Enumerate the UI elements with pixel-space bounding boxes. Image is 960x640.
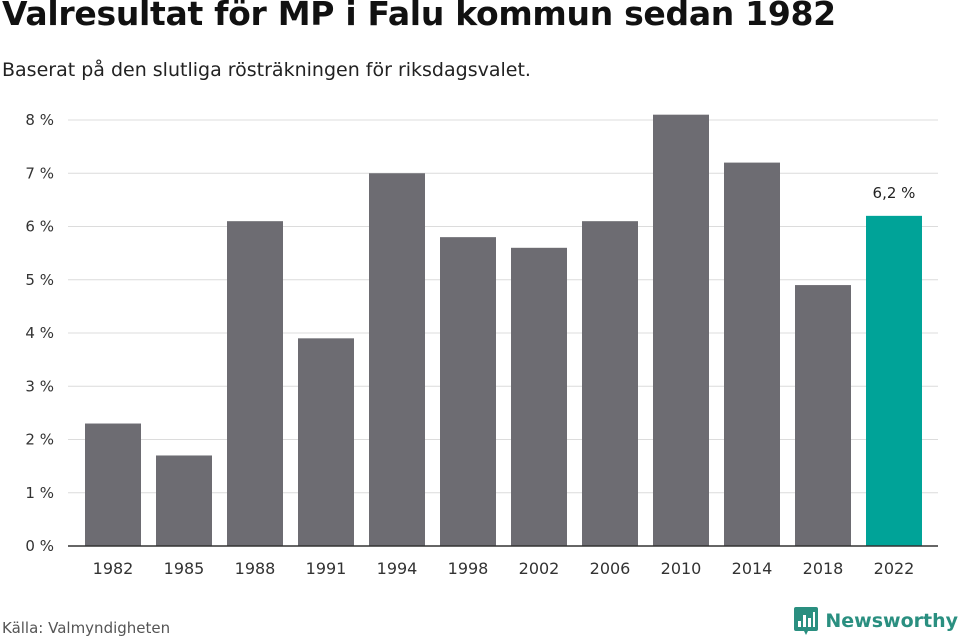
bar-1982 [85, 423, 141, 546]
x-tick-label: 1982 [93, 559, 134, 578]
bar-2022 [866, 215, 922, 546]
x-tick-label: 1991 [306, 559, 347, 578]
source-note: Källa: Valmyndigheten [2, 619, 171, 637]
bar-2018 [795, 285, 851, 546]
y-tick-label: 0 % [25, 537, 54, 555]
bars [85, 114, 922, 547]
brand[interactable]: Newsworthy [793, 606, 958, 636]
x-tick-label: 1985 [164, 559, 205, 578]
x-tick-label: 2006 [590, 559, 631, 578]
x-axis-ticks: 1982 1985 1988 1991 1994 1998 2002 2006 2010 2014… [93, 559, 915, 578]
y-tick-label: 4 % [25, 324, 54, 342]
chart-title: Valresultat för MP i Falu kommun sedan 1… [2, 0, 836, 33]
data-label: 6,2 % [873, 184, 916, 202]
x-tick-label: 1988 [235, 559, 276, 578]
y-tick-label: 5 % [25, 271, 54, 289]
y-tick-label: 2 % [25, 431, 54, 449]
bar-2006 [582, 221, 638, 547]
x-tick-label: 1994 [377, 559, 418, 578]
gridlines [68, 119, 938, 494]
y-tick-label: 1 % [25, 484, 54, 502]
bar-1991 [298, 338, 354, 546]
bar-1985 [156, 455, 212, 546]
bar-1994 [369, 173, 425, 546]
x-tick-label: 2022 [874, 559, 915, 578]
y-tick-label: 8 % [25, 111, 54, 129]
data-labels: 6,2 % [873, 184, 916, 202]
x-tick-label: 2002 [519, 559, 560, 578]
x-tick-label: 1998 [448, 559, 489, 578]
bar-1988 [227, 221, 283, 547]
newsworthy-logo-icon [794, 607, 819, 635]
y-tick-label: 7 % [25, 164, 54, 182]
brand-name: Newsworthy [825, 610, 958, 632]
x-tick-label: 2014 [732, 559, 773, 578]
bar-1998 [440, 237, 496, 546]
bar-2002 [511, 247, 567, 547]
y-tick-label: 6 % [25, 218, 54, 236]
y-tick-label: 3 % [25, 377, 54, 395]
chart-subtitle: Baserat på den slutliga rösträkningen fö… [2, 59, 531, 81]
bar-chart: 0 % 1 % 2 % 3 % 4 % 5 % 6 % 7 % 8 % 1982 1985 1988… [25, 111, 938, 578]
x-tick-label: 2018 [803, 559, 844, 578]
bar-2010 [653, 114, 709, 547]
y-axis-ticks: 0 % 1 % 2 % 3 % 4 % 5 % 6 % 7 % 8 % [25, 111, 54, 555]
x-tick-label: 2010 [661, 559, 702, 578]
bar-2014 [724, 162, 780, 546]
